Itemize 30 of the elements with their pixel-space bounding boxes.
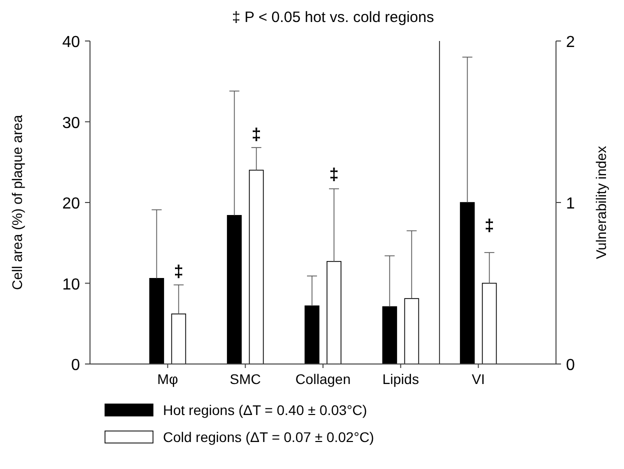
x-tick-label: Lipids — [382, 371, 419, 387]
y-tick-label: 30 — [62, 114, 80, 132]
x-tick-label: Collagen — [295, 371, 351, 387]
y-tick-label: 10 — [62, 276, 80, 294]
chart-title: ‡ P < 0.05 hot vs. cold regions — [232, 9, 434, 26]
annotation: ‡ — [174, 262, 184, 282]
bar — [382, 306, 398, 364]
y2-axis-title: Vulnerability index — [593, 146, 609, 260]
bar — [149, 278, 164, 364]
bar — [304, 305, 320, 364]
x-tick-label: VI — [472, 371, 485, 387]
bar — [404, 298, 420, 364]
annotation: ‡ — [484, 216, 494, 236]
annotation: ‡ — [252, 124, 262, 144]
y2-tick-label: 0 — [566, 357, 575, 374]
legend-label: Hot regions (ΔT = 0.40 ± 0.03°C) — [163, 402, 368, 418]
y2-tick-label: 1 — [566, 196, 575, 212]
y-tick-label: 0 — [71, 357, 80, 374]
annotation: ‡ — [329, 165, 339, 184]
bar — [226, 215, 242, 364]
bar — [326, 261, 342, 364]
legend-label: Cold regions (ΔT = 0.07 ± 0.02°C) — [163, 429, 374, 445]
y-tick-label: 40 — [62, 34, 80, 51]
y2-tick-label: 2 — [566, 34, 575, 51]
x-tick-label: Mφ — [157, 371, 178, 387]
y-tick-label: 20 — [62, 196, 80, 212]
y-axis-title: Cell area (%) of plaque area — [9, 114, 25, 290]
bar — [248, 170, 264, 364]
x-tick-label: SMC — [230, 371, 261, 387]
bar — [171, 314, 186, 364]
